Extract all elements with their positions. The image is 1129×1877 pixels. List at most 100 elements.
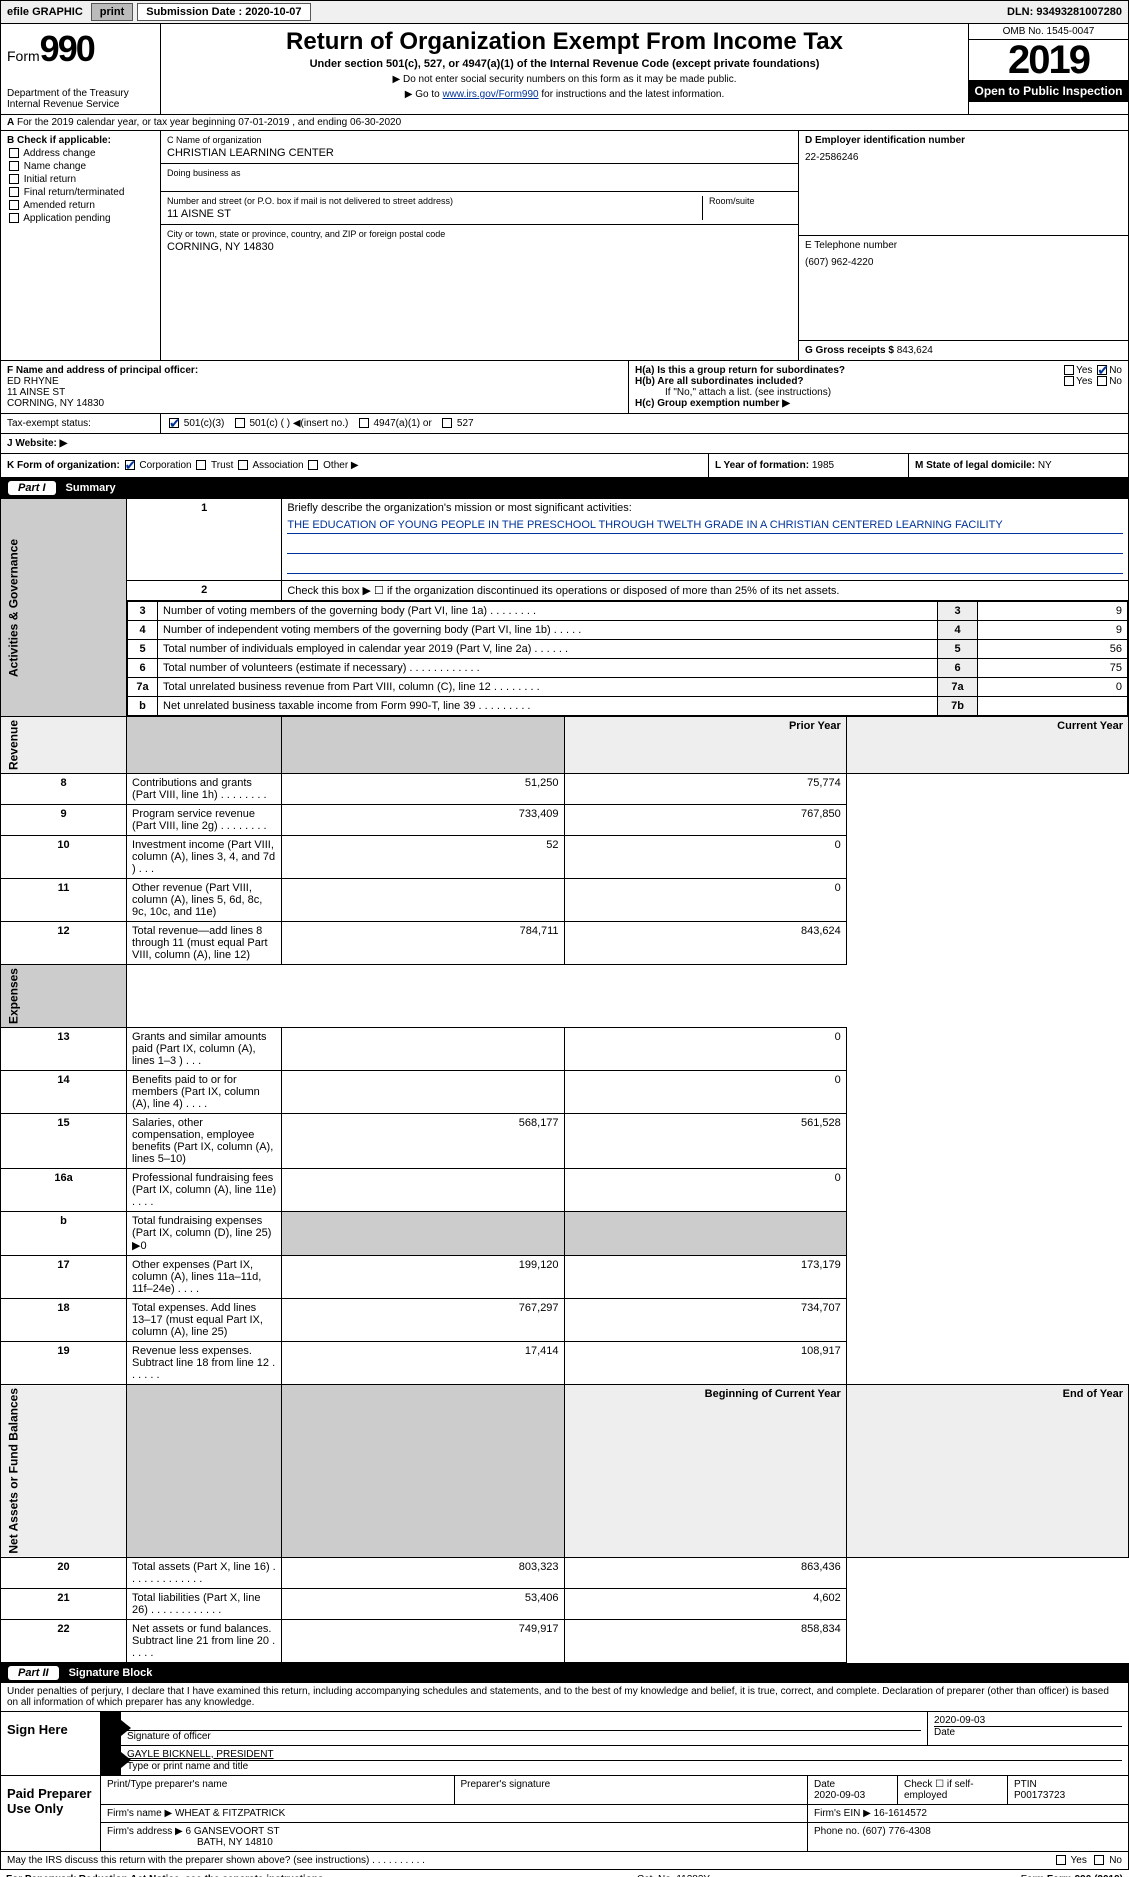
final-return-check[interactable]: Final return/terminated	[7, 187, 154, 198]
address-change-check[interactable]: Address change	[7, 148, 154, 159]
sign-here-section: Sign Here Signature of officer 2020-09-0…	[0, 1712, 1129, 1776]
ssn-note: ▶ Do not enter social security numbers o…	[167, 74, 962, 85]
cat-no: Cat. No. 11282Y	[637, 1874, 710, 1877]
print-button[interactable]: print	[91, 3, 133, 21]
tax-year-range: A For the 2019 calendar year, or tax yea…	[0, 115, 1129, 131]
table-row: 12Total revenue—add lines 8 through 11 (…	[1, 922, 1129, 965]
form-subtitle: Under section 501(c), 527, or 4947(a)(1)…	[167, 58, 962, 70]
table-row: 3 Number of voting members of the govern…	[128, 602, 1128, 621]
efile-label: efile GRAPHIC	[1, 6, 89, 18]
table-row: b Net unrelated business taxable income …	[128, 697, 1128, 716]
self-employed-check[interactable]: Check ☐ if self-employed	[898, 1776, 1008, 1804]
sig-arrow-icon	[101, 1712, 121, 1745]
assoc-check[interactable]	[238, 460, 248, 470]
name-change-check[interactable]: Name change	[7, 161, 154, 172]
501c-other-check[interactable]	[235, 418, 245, 428]
app-pending-check[interactable]: Application pending	[7, 213, 154, 224]
eoy-header: End of Year	[846, 1385, 1128, 1558]
firm-addr2: BATH, NY 14810	[107, 1837, 801, 1848]
corp-check[interactable]	[125, 460, 135, 470]
dept-treasury: Department of the Treasury	[7, 88, 154, 99]
discuss-yes-check[interactable]	[1056, 1855, 1066, 1865]
phone-value: (607) 962-4220	[805, 257, 1122, 268]
other-check[interactable]	[308, 460, 318, 470]
table-row: bTotal fundraising expenses (Part IX, co…	[1, 1212, 1129, 1256]
501c3-check[interactable]	[169, 418, 179, 428]
4947-check[interactable]	[359, 418, 369, 428]
table-row: 22Net assets or fund balances. Subtract …	[1, 1619, 1129, 1662]
discuss-no-check[interactable]	[1094, 1855, 1104, 1865]
table-row: 9Program service revenue (Part VIII, lin…	[1, 805, 1129, 836]
sig-date: 2020-09-03	[934, 1715, 1122, 1727]
discuss-row: May the IRS discuss this return with the…	[0, 1852, 1129, 1870]
table-row: 21Total liabilities (Part X, line 26) . …	[1, 1588, 1129, 1619]
table-row: 13Grants and similar amounts paid (Part …	[1, 1028, 1129, 1071]
table-row: 7a Total unrelated business revenue from…	[128, 678, 1128, 697]
line2-text: Check this box ▶ ☐ if the organization d…	[282, 581, 1129, 601]
dln-label: DLN: 93493281007280	[1001, 6, 1128, 18]
paid-preparer-label: Paid Preparer Use Only	[1, 1776, 101, 1851]
firm-name: WHEAT & FITZPATRICK	[175, 1808, 285, 1819]
part1-header: Part I Summary	[0, 478, 1129, 498]
submission-date: Submission Date : 2020-10-07	[137, 3, 310, 21]
527-check[interactable]	[442, 418, 452, 428]
current-year-header: Current Year	[846, 717, 1128, 774]
sidebar-expenses: Expenses	[1, 965, 127, 1028]
check-applicable-column: B Check if applicable: Address change Na…	[1, 131, 161, 360]
tax-exempt-label: Tax-exempt status:	[1, 414, 161, 433]
top-toolbar: efile GRAPHIC print Submission Date : 20…	[0, 0, 1129, 24]
amended-return-check[interactable]: Amended return	[7, 200, 154, 211]
hc-row: H(c) Group exemption number ▶	[635, 398, 1122, 409]
sig-officer-label: Signature of officer	[127, 1731, 921, 1742]
trust-check[interactable]	[196, 460, 206, 470]
street-value: 11 AISNE ST	[167, 208, 702, 220]
date-label: Date	[934, 1727, 1122, 1738]
ptin-value: P00173723	[1014, 1790, 1122, 1801]
org-info-grid: B Check if applicable: Address change Na…	[0, 131, 1129, 361]
table-row: 6 Total number of volunteers (estimate i…	[128, 659, 1128, 678]
table-row: 17Other expenses (Part IX, column (A), l…	[1, 1256, 1129, 1299]
phone-label: E Telephone number	[805, 240, 1122, 251]
table-row: 5 Total number of individuals employed i…	[128, 640, 1128, 659]
irs-label: Internal Revenue Service	[7, 99, 154, 110]
mission-text: THE EDUCATION OF YOUNG PEOPLE IN THE PRE…	[287, 517, 1123, 534]
initial-return-check[interactable]: Initial return	[7, 174, 154, 185]
sidebar-governance: Activities & Governance	[1, 499, 127, 717]
room-label: Room/suite	[709, 196, 792, 206]
type-name-label: Type or print name and title	[127, 1761, 1122, 1772]
ein-value: 22-2586246	[805, 152, 1122, 163]
table-row: 18Total expenses. Add lines 13–17 (must …	[1, 1299, 1129, 1342]
prior-year-header: Prior Year	[564, 717, 846, 774]
form-footer: Form Form 990 (2019)	[1021, 1874, 1123, 1877]
officer-addr1: 11 AINSE ST	[7, 387, 622, 398]
gross-receipts-label: G Gross receipts $	[805, 345, 894, 356]
officer-group-row: F Name and address of principal officer:…	[0, 361, 1129, 414]
website-row: J Website: ▶	[0, 434, 1129, 454]
irs-link[interactable]: www.irs.gov/Form990	[442, 89, 538, 100]
form-number: Form990	[7, 28, 154, 70]
table-row: 20Total assets (Part X, line 16) . . . .…	[1, 1557, 1129, 1588]
dba-label: Doing business as	[167, 168, 792, 178]
hb-note: If "No," attach a list. (see instruction…	[635, 387, 1122, 398]
form-title: Return of Organization Exempt From Incom…	[167, 28, 962, 56]
boy-header: Beginning of Current Year	[564, 1385, 846, 1558]
line1-text: Briefly describe the organization's miss…	[287, 502, 1123, 514]
ein-label: D Employer identification number	[805, 135, 1122, 146]
table-row: 19Revenue less expenses. Subtract line 1…	[1, 1342, 1129, 1385]
form-org-row: K Form of organization: Corporation Trus…	[0, 454, 1129, 478]
street-label: Number and street (or P.O. box if mail i…	[167, 196, 702, 206]
hb-row: H(b) Are all subordinates included? Yes …	[635, 376, 1122, 387]
table-row: 10Investment income (Part VIII, column (…	[1, 836, 1129, 879]
prep-date: 2020-09-03	[814, 1790, 891, 1801]
officer-label: F Name and address of principal officer:	[7, 365, 622, 376]
footer: For Paperwork Reduction Act Notice, see …	[0, 1870, 1129, 1877]
officer-addr2: CORNING, NY 14830	[7, 398, 622, 409]
firm-phone: (607) 776-4308	[862, 1826, 930, 1837]
sidebar-net-assets: Net Assets or Fund Balances	[1, 1385, 127, 1558]
firm-addr1: 6 GANSEVOORT ST	[186, 1826, 280, 1837]
part2-header: Part II Signature Block	[0, 1663, 1129, 1683]
sig-arrow-icon	[101, 1746, 121, 1775]
table-row: 4 Number of independent voting members o…	[128, 621, 1128, 640]
form-header: Form990 Department of the Treasury Inter…	[0, 24, 1129, 115]
sidebar-revenue: Revenue	[1, 717, 127, 774]
